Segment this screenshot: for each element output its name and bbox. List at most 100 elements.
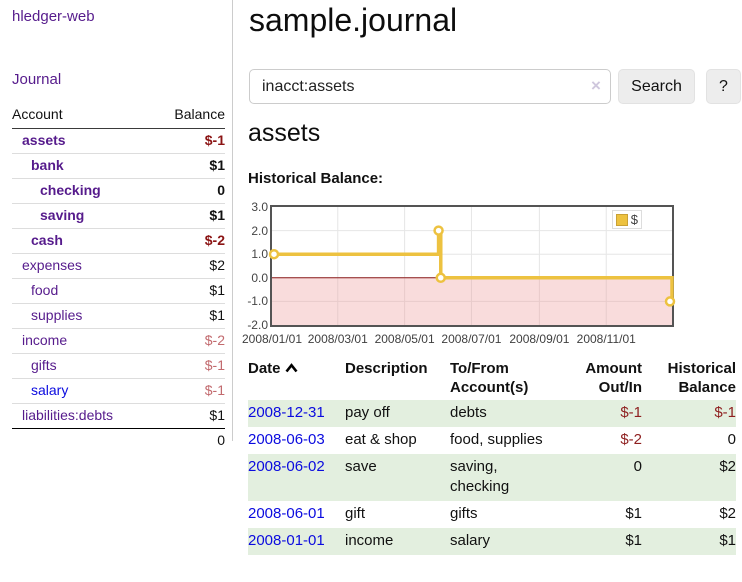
register-date-link[interactable]: 2008-01-01 [248,532,325,549]
account-balance: $1 [153,203,225,229]
account-balance: $-2 [153,228,225,254]
account-balance: $-1 [153,378,225,404]
register-amount: 0 [633,458,642,475]
x-axis-tick-label: 2008/05/01 [374,332,435,346]
register-description: pay off [345,404,390,421]
register-date-link[interactable]: 2008-06-01 [248,505,325,522]
register-balance: 0 [727,431,736,448]
register-col-amount: Amount Out/In [585,360,642,396]
account-row: liabilities:debts $1 [12,403,225,429]
legend-swatch-icon [615,213,628,226]
register-amount: $1 [625,505,642,522]
register-description: income [345,532,394,549]
accounts-col-account: Account [12,102,154,129]
x-axis-tick-label: 2008/11/01 [576,332,636,346]
register-col-description: Description [345,360,428,377]
register-accounts: debts [450,404,487,421]
register-balance: $2 [719,505,736,522]
account-link[interactable]: expenses [22,257,82,273]
x-axis-tick-label: 2008/09/01 [509,332,570,346]
register-row: 2008-12-31 pay off debts $-1 $-1 [248,400,736,427]
register-accounts: salary [450,532,491,549]
account-link[interactable]: salary [31,382,69,398]
y-axis-tick-label: -2.0 [247,318,268,332]
account-row: food $1 [12,278,225,304]
register-date-link[interactable]: 2008-12-31 [248,404,325,421]
register-description: gift [345,505,366,522]
chart-plot-area[interactable]: $ [268,205,676,327]
accounts-col-balance: Balance [153,102,225,129]
brand-link[interactable]: hledger-web [12,8,95,25]
account-row: supplies $1 [12,303,225,329]
accounts-table: Account Balance assets $-1 bank $1 check… [12,102,225,453]
register-description: save [345,458,377,475]
account-row: cash $-2 [12,228,225,254]
register-table: Date Description To/From Account(s) Amou… [248,357,736,555]
register-balance: $1 [719,532,736,549]
register-col-date[interactable]: Date [248,357,345,400]
register-row: 2008-06-03 eat & shop food, supplies $-2… [248,427,736,454]
register-accounts: saving, checking [450,458,510,495]
account-link[interactable]: cash [31,232,63,248]
register-balance: $-1 [714,404,736,421]
y-axis-tick-label: 1.0 [251,247,268,262]
y-axis-tick-label: 0.0 [251,270,268,285]
search-button[interactable]: Search [618,69,695,104]
help-button[interactable]: ? [706,69,741,104]
account-row: checking 0 [12,178,225,204]
legend-label: $ [630,212,638,227]
account-row: income $-2 [12,328,225,354]
chart-title: Historical Balance: [248,170,384,187]
account-row: salary $-1 [12,378,225,404]
register-date-link[interactable]: 2008-06-02 [248,458,325,475]
account-balance: $1 [153,403,225,429]
account-link[interactable]: checking [40,182,101,198]
chart-legend: $ [611,210,642,229]
accounts-total: 0 [153,428,225,453]
account-link[interactable]: supplies [31,307,83,323]
account-link[interactable]: food [31,282,59,298]
account-row: expenses $2 [12,253,225,279]
account-row: bank $1 [12,153,225,179]
account-row: saving $1 [12,203,225,229]
register-col-accounts: To/From Account(s) [450,360,529,396]
register-date-link[interactable]: 2008-06-03 [248,431,325,448]
register-accounts: gifts [450,505,478,522]
register-description: eat & shop [345,431,417,448]
x-axis-tick-label: 2008/01/01 [241,332,303,346]
account-balance: $-1 [204,132,225,148]
y-axis-tick-label: 2.0 [251,223,268,238]
account-link[interactable]: assets [22,132,66,148]
account-balance: $1 [153,303,225,329]
accounts-total-row: 0 [12,428,225,453]
account-balance: $1 [153,278,225,304]
y-axis-tick-label: -1.0 [247,294,268,309]
page-title: sample.journal [249,2,458,38]
sort-ascending-icon [284,359,298,378]
account-link[interactable]: saving [40,207,85,223]
account-link[interactable]: liabilities:debts [22,407,114,423]
y-axis-tick-label: 3.0 [251,200,268,214]
account-link[interactable]: bank [31,157,64,173]
account-balance: $2 [153,253,225,279]
account-balance: 0 [153,178,225,204]
account-balance: $-1 [153,353,225,379]
sidebar: hledger-web Journal Account Balance asse… [0,0,233,453]
register-row: 2008-06-02 save saving, checking 0 $2 [248,454,736,501]
account-link[interactable]: gifts [31,357,57,373]
register-row: 2008-06-01 gift gifts $1 $2 [248,501,736,528]
account-heading: assets [248,119,321,147]
historical-balance-chart: 3.0 2.0 1.0 0.0 -1.0 -2.0 $ 2008/01/01 2008/03… [240,200,742,350]
account-link[interactable]: income [22,332,68,348]
sidebar-item-journal[interactable]: Journal [12,71,62,88]
register-accounts: food, supplies [450,431,543,448]
register-amount: $-2 [620,431,642,448]
register-amount: $1 [625,532,642,549]
clear-search-icon[interactable]: × [591,76,601,95]
account-balance: $-2 [153,328,225,354]
x-axis-tick-label: 2008/07/01 [441,332,502,346]
search-input[interactable] [249,69,611,104]
account-row: gifts $-1 [12,353,225,379]
account-row: assets $-1 [12,129,225,154]
